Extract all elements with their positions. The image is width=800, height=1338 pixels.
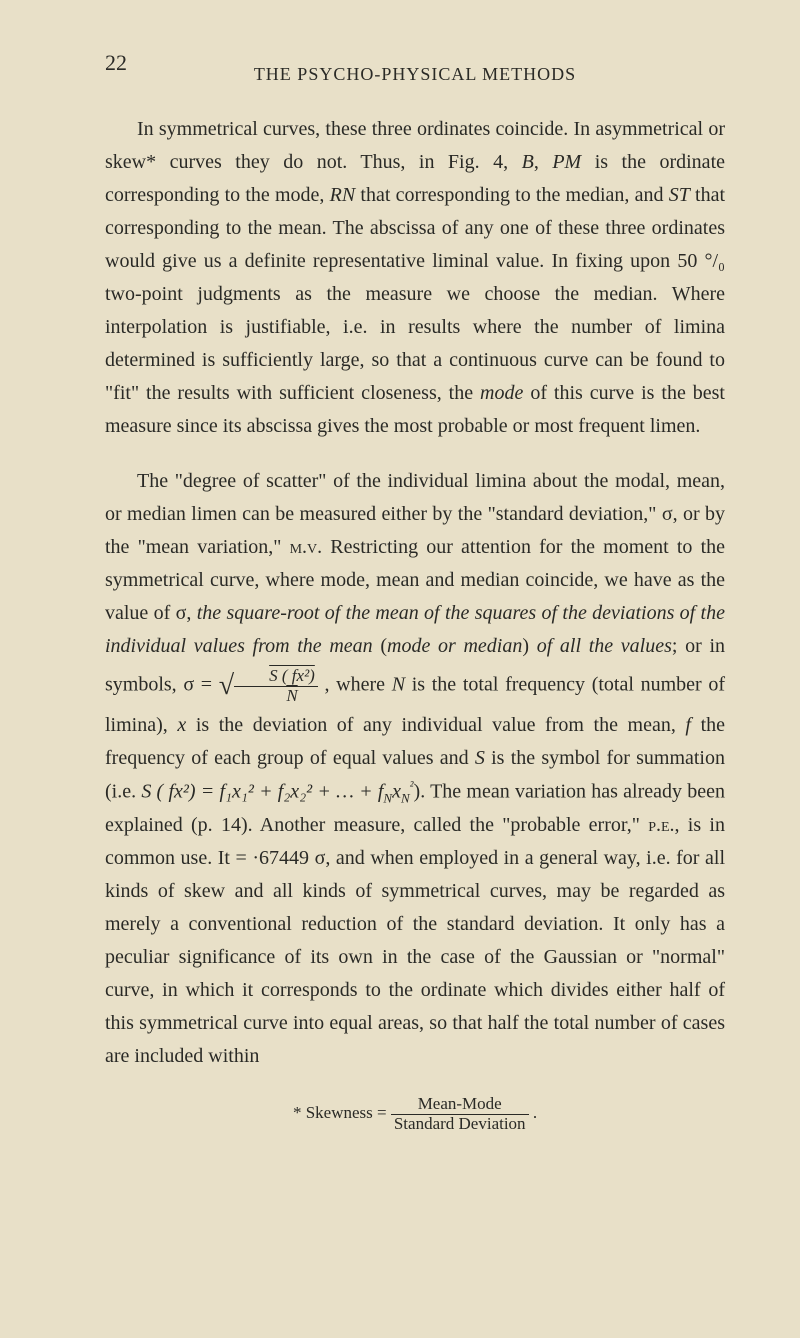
abbr-pe: p.e.	[648, 814, 674, 836]
var-x: x	[177, 714, 186, 736]
footnote-label: * Skewness =	[293, 1103, 391, 1122]
footnote-end: .	[529, 1103, 538, 1122]
footnote: * Skewness = Mean-ModeStandard Deviation…	[105, 1095, 725, 1133]
text: that corresponding to the median, and	[355, 184, 669, 206]
paragraph-2: The "degree of scatter" of the individua…	[105, 465, 725, 1073]
var-s: S	[475, 747, 485, 769]
frac-denominator: N	[234, 687, 318, 706]
sqrt-icon: √	[219, 670, 234, 701]
var-n: N	[392, 674, 405, 696]
text: (	[373, 635, 387, 657]
formula: S ( fx²) = f₁x₁² + f₂x₂² + … + f	[141, 781, 383, 803]
fraction: S ( fx²)N	[234, 667, 318, 705]
text: ,	[534, 151, 553, 173]
sub-n2: N	[401, 791, 410, 806]
text: )	[522, 635, 536, 657]
frac-numerator: S ( fx²)	[234, 667, 318, 687]
italic-mode-median: mode or median	[387, 635, 522, 657]
abbr-mv: m.v.	[290, 536, 323, 558]
italic-mode: mode	[480, 382, 523, 404]
text: , where	[318, 674, 392, 696]
sub-n: N	[383, 791, 392, 806]
footnote-fraction: Mean-ModeStandard Deviation	[391, 1095, 529, 1133]
text: that corresponding to the mean. The absc…	[105, 184, 725, 404]
text: is the deviation of any individual value…	[186, 714, 685, 736]
page-number: 22	[105, 50, 127, 76]
var-rn: RN	[330, 184, 356, 206]
footnote-denominator: Standard Deviation	[391, 1115, 529, 1134]
footnote-numerator: Mean-Mode	[391, 1095, 529, 1115]
var-x2: x	[392, 781, 401, 803]
var-pm: PM	[552, 151, 581, 173]
page-header: THE PSYCHO-PHYSICAL METHODS	[105, 64, 725, 85]
paragraph-1: In symmetrical curves, these three ordin…	[105, 113, 725, 443]
text: , is in common use. It = ·67449 σ, and w…	[105, 814, 725, 1067]
var-b: B	[522, 151, 534, 173]
italic-values: of all the values	[537, 635, 672, 657]
var-st: ST	[669, 184, 690, 206]
